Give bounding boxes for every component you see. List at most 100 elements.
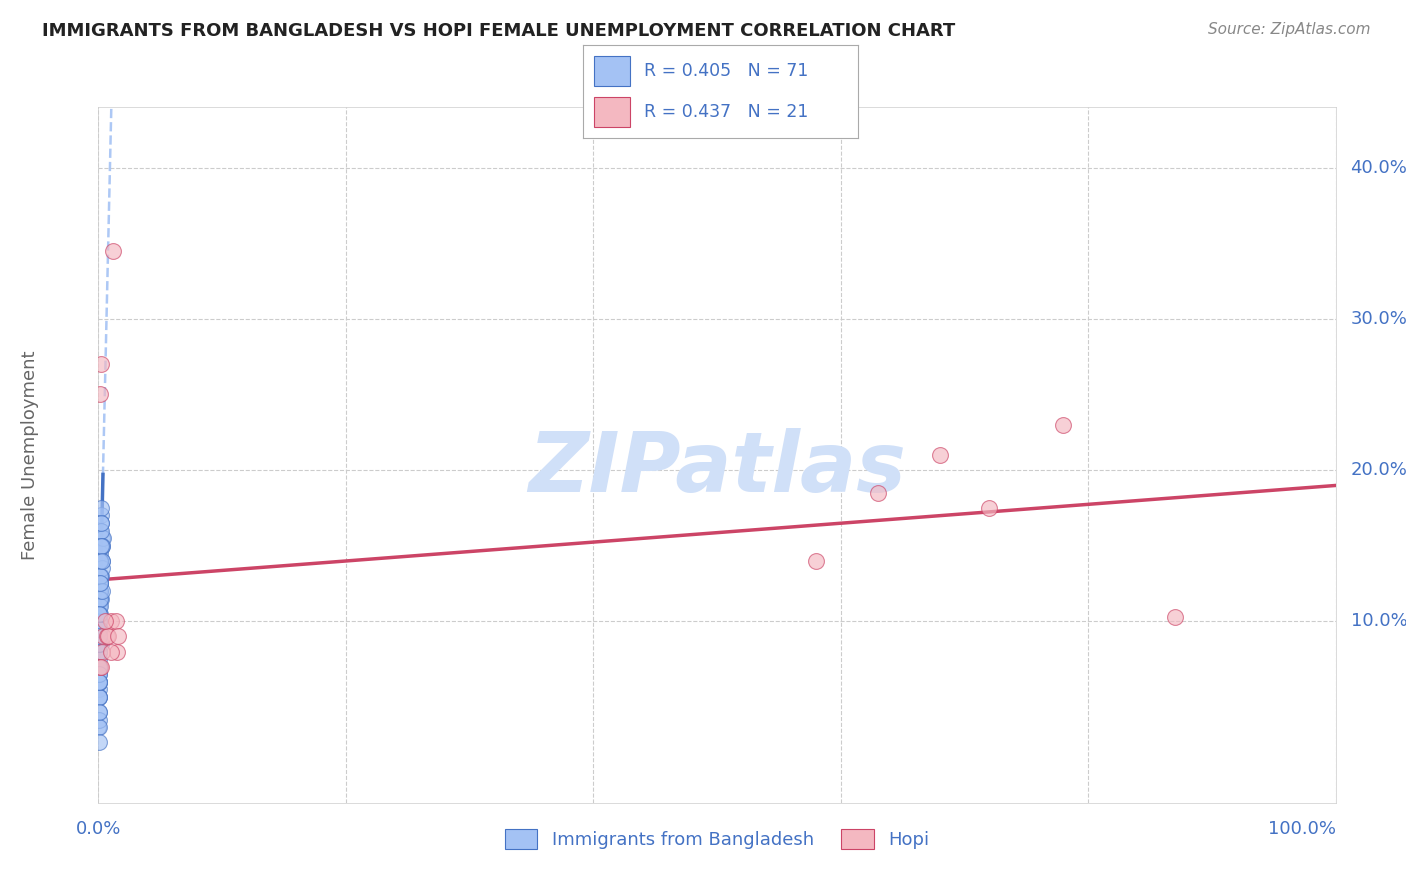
Text: 100.0%: 100.0% <box>1268 821 1336 838</box>
Point <box>87 659 110 673</box>
Point <box>87 735 110 749</box>
Text: ZIPatlas: ZIPatlas <box>529 428 905 509</box>
Point <box>89 569 111 583</box>
Text: R = 0.437   N = 21: R = 0.437 N = 21 <box>644 103 808 121</box>
Point <box>89 629 111 643</box>
Point <box>89 554 111 568</box>
Point <box>89 584 111 599</box>
Point <box>87 674 110 689</box>
Point <box>87 659 110 673</box>
Point <box>89 629 111 643</box>
Point <box>89 387 111 401</box>
Point <box>90 659 112 673</box>
Point <box>89 584 111 599</box>
Legend: Immigrants from Bangladesh, Hopi: Immigrants from Bangladesh, Hopi <box>498 822 936 856</box>
Point <box>90 500 112 515</box>
Point <box>90 584 112 599</box>
Point <box>89 622 111 636</box>
Point <box>89 652 111 666</box>
Point <box>89 644 111 658</box>
Point <box>89 607 111 621</box>
Point <box>87 667 110 681</box>
Point <box>89 622 111 636</box>
Point <box>87 674 110 689</box>
Point <box>87 637 110 651</box>
Text: R = 0.405   N = 71: R = 0.405 N = 71 <box>644 62 808 79</box>
Point <box>1052 417 1074 432</box>
Point <box>87 615 110 629</box>
Point <box>89 576 111 591</box>
Point <box>89 591 111 606</box>
Point <box>87 690 110 704</box>
Point <box>89 607 111 621</box>
Point <box>89 584 111 599</box>
Point <box>89 659 111 673</box>
Point <box>91 554 114 568</box>
Point <box>90 591 112 606</box>
Point <box>89 591 111 606</box>
Point <box>90 516 112 530</box>
Point <box>804 554 827 568</box>
Point <box>89 539 111 553</box>
Bar <box>595 97 630 127</box>
Point <box>90 531 112 545</box>
Point <box>90 516 112 530</box>
Point <box>89 576 111 591</box>
Point <box>93 629 115 643</box>
Text: Female Unemployment: Female Unemployment <box>21 351 39 559</box>
Point <box>866 485 889 500</box>
Point <box>90 524 112 538</box>
Point <box>100 615 122 629</box>
Point <box>87 682 110 697</box>
Point <box>93 615 115 629</box>
Point <box>96 629 118 643</box>
Point <box>103 244 125 258</box>
Point <box>90 357 112 371</box>
Point <box>87 690 110 704</box>
Point <box>90 539 112 553</box>
Point <box>89 599 111 614</box>
Point <box>105 644 128 658</box>
Point <box>89 554 111 568</box>
Point <box>928 448 950 462</box>
Point <box>89 576 111 591</box>
Point <box>100 644 122 658</box>
Point <box>89 591 111 606</box>
Point <box>91 644 114 658</box>
Point <box>89 539 111 553</box>
Text: 10.0%: 10.0% <box>1351 612 1406 631</box>
Point <box>89 546 111 560</box>
Point <box>89 599 111 614</box>
Point <box>89 554 111 568</box>
Point <box>87 674 110 689</box>
Point <box>89 569 111 583</box>
Point <box>97 629 120 643</box>
Point <box>87 705 110 719</box>
Point <box>107 629 129 643</box>
Point <box>89 524 111 538</box>
Point <box>90 637 112 651</box>
Point <box>1164 609 1187 624</box>
Bar <box>595 56 630 86</box>
Point <box>87 674 110 689</box>
Point <box>104 615 127 629</box>
Point <box>90 569 112 583</box>
Point <box>89 569 111 583</box>
Point <box>87 615 110 629</box>
Point <box>87 659 110 673</box>
Point <box>90 508 112 523</box>
Text: 0.0%: 0.0% <box>76 821 121 838</box>
Text: IMMIGRANTS FROM BANGLADESH VS HOPI FEMALE UNEMPLOYMENT CORRELATION CHART: IMMIGRANTS FROM BANGLADESH VS HOPI FEMAL… <box>42 22 956 40</box>
Point <box>90 561 112 575</box>
Point <box>87 667 110 681</box>
Point <box>87 644 110 658</box>
Point <box>89 622 111 636</box>
Point <box>87 705 110 719</box>
Point <box>87 720 110 734</box>
Point <box>91 554 114 568</box>
Point <box>89 554 111 568</box>
Point <box>979 500 1001 515</box>
Point <box>91 539 114 553</box>
Point <box>89 607 111 621</box>
Text: Source: ZipAtlas.com: Source: ZipAtlas.com <box>1208 22 1371 37</box>
